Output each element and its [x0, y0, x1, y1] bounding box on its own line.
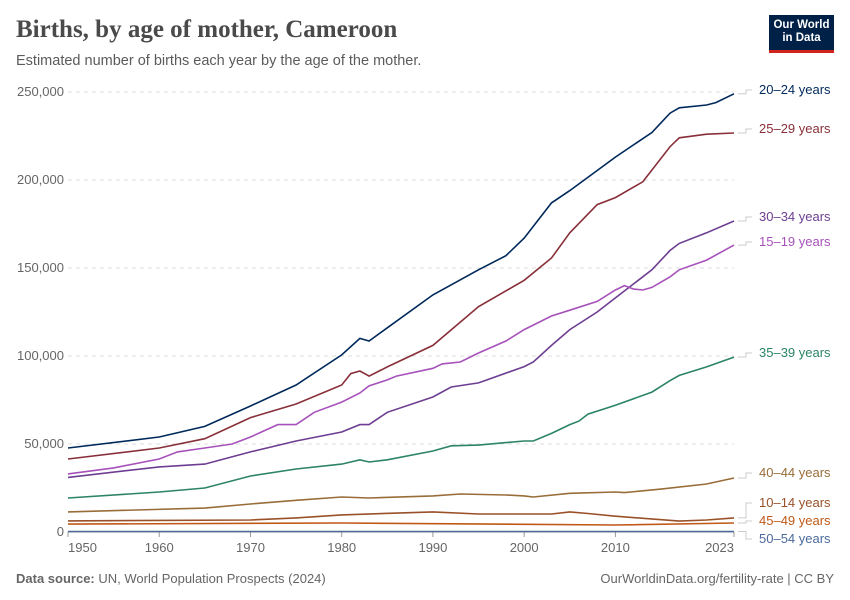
y-tick-label: 150,000 — [17, 260, 64, 275]
series-line-15-19 — [67, 244, 735, 475]
y-tick-label: 50,000 — [24, 436, 64, 451]
label-connector — [738, 216, 752, 222]
source-text[interactable]: UN, World Population Prospects (2024) — [98, 571, 326, 586]
chart-title: Births, by age of mother, Cameroon — [16, 16, 398, 43]
label-connector — [738, 89, 752, 95]
series-label: 15–19 years — [759, 234, 831, 249]
x-tick-label: 2010 — [601, 540, 630, 555]
y-tick-label: 200,000 — [17, 172, 64, 187]
series-label: 50–54 years — [759, 531, 831, 546]
series-line-20-24 — [67, 93, 735, 449]
x-tick-label: 1970 — [236, 540, 265, 555]
series-label: 30–34 years — [759, 209, 831, 224]
label-connector — [738, 530, 752, 540]
series-label: 35–39 years — [759, 345, 831, 360]
data-source: Data source: UN, World Population Prospe… — [16, 571, 326, 586]
label-connector — [738, 241, 752, 246]
source-label: Data source: — [16, 571, 95, 586]
series-line-25-29 — [67, 132, 735, 460]
x-tick-label: 2023 — [705, 540, 734, 555]
y-tick-label: 250,000 — [17, 84, 64, 99]
series-line-10-14 — [67, 511, 735, 522]
x-tick-label: 1960 — [145, 540, 174, 555]
series-line-45-49 — [67, 522, 735, 526]
label-connector — [738, 520, 752, 524]
label-connector — [738, 502, 752, 519]
y-tick-label: 0 — [57, 524, 64, 539]
owid-logo[interactable]: Our World in Data — [769, 15, 834, 53]
x-tick-label: 1950 — [68, 540, 97, 555]
series-line-35-39 — [67, 356, 735, 499]
y-tick-label: 100,000 — [17, 348, 64, 363]
series-line-40-44 — [67, 477, 735, 513]
footer-url[interactable]: OurWorldinData.org/fertility-rate | CC B… — [600, 571, 834, 586]
x-tick-label: 1980 — [327, 540, 356, 555]
label-connector — [738, 128, 752, 134]
chart-subtitle: Estimated number of births each year by … — [16, 53, 422, 69]
series-label: 20–24 years — [759, 82, 831, 97]
series-label: 10–14 years — [759, 495, 831, 510]
series-line-30-34 — [67, 220, 735, 479]
series-label: 40–44 years — [759, 465, 831, 480]
label-connector — [738, 352, 752, 358]
series-label: 25–29 years — [759, 121, 831, 136]
x-tick-label: 1990 — [418, 540, 447, 555]
label-connector — [738, 472, 752, 479]
series-label: 45–49 years — [759, 513, 831, 528]
x-tick-label: 2000 — [510, 540, 539, 555]
